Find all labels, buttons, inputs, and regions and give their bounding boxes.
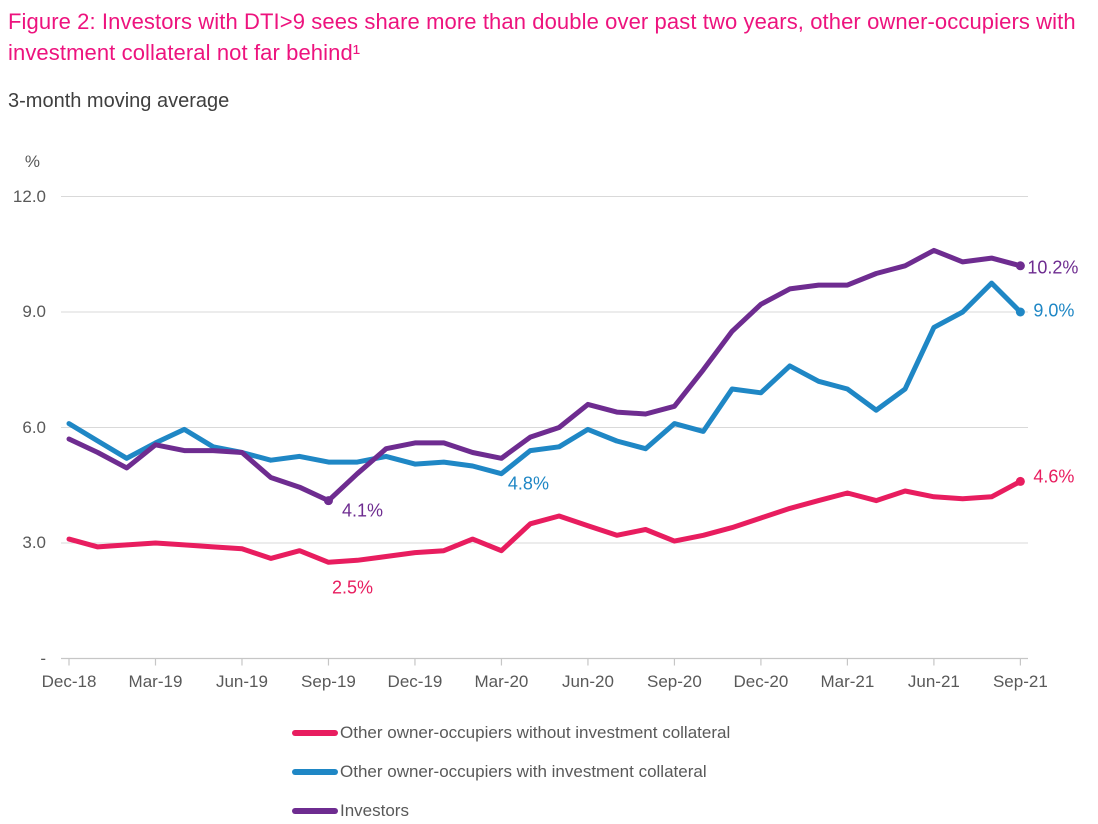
x-tick-label: Jun-21 <box>907 672 960 691</box>
data-point-dot <box>1015 261 1025 271</box>
y-tick-label: 12.0 <box>12 186 46 206</box>
data-label-9-0pct: 9.0% <box>1033 300 1075 321</box>
legend-line-swatch-icon <box>292 730 338 736</box>
data-point-dot <box>323 496 333 506</box>
y-tick-label: 6.0 <box>22 417 46 437</box>
x-tick-label: Mar-19 <box>128 672 183 691</box>
legend-label: Investors <box>340 801 409 820</box>
x-tick-label: Sep-20 <box>647 672 702 691</box>
series-line-investors <box>66 247 1023 504</box>
x-tick-label: Mar-20 <box>474 672 529 691</box>
legend-line-swatch-icon <box>292 808 338 814</box>
legend-line-swatch-icon <box>292 769 338 775</box>
y-tick-label: 3.0 <box>22 533 46 552</box>
x-tick-label: Dec-20 <box>733 672 789 691</box>
legend-label: Other owner-occupiers without investment… <box>340 723 731 742</box>
data-point-dot <box>1015 307 1025 317</box>
y-tick-label: - <box>40 648 46 668</box>
data-label-10-2pct: 10.2% <box>1027 257 1079 278</box>
data-label-4-6pct: 4.6% <box>1033 466 1075 487</box>
data-label-4-8pct: 4.8% <box>507 473 549 494</box>
series-line-oo-without-collateral <box>66 478 1023 565</box>
x-tick-label: Sep-19 <box>301 672 356 691</box>
x-tick-label: Dec-19 <box>387 672 443 691</box>
chart-subtitle: 3-month moving average <box>8 90 230 112</box>
data-label-4-1pct: 4.1% <box>341 500 383 521</box>
y-axis-unit-label: % <box>24 152 40 171</box>
x-tick-label: Jun-20 <box>561 672 614 691</box>
x-tick-label: Jun-19 <box>215 672 268 691</box>
data-label-2-5pct: 2.5% <box>331 577 373 598</box>
x-tick-label: Dec-18 <box>41 672 97 691</box>
figure-title: Figure 2: Investors with DTI>9 sees shar… <box>8 9 1076 65</box>
data-point-dot <box>1015 476 1025 486</box>
x-tick-label: Mar-21 <box>820 672 875 691</box>
x-tick-label: Sep-21 <box>992 672 1048 691</box>
y-tick-label: 9.0 <box>22 302 46 321</box>
legend-label: Other owner-occupiers with investment co… <box>340 762 707 781</box>
